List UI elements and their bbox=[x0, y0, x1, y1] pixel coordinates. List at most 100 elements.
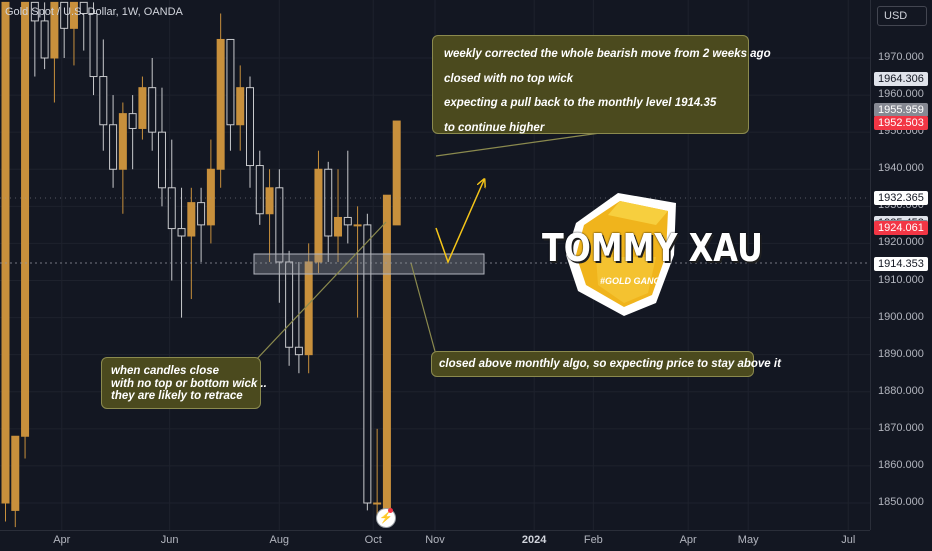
note-right-line: closed above monthly algo, so expecting … bbox=[439, 358, 781, 370]
candle[interactable] bbox=[373, 428, 382, 522]
monthly-level-zone[interactable] bbox=[253, 253, 485, 275]
candle[interactable] bbox=[382, 194, 391, 511]
candle[interactable] bbox=[236, 65, 245, 151]
logo-name: TOMMY XAU bbox=[542, 226, 763, 270]
candle-body bbox=[30, 1, 39, 22]
candle[interactable] bbox=[167, 139, 176, 281]
price-axis[interactable]: USD 1970.000 1960.000 1950.000 1940.000 1930… bbox=[870, 0, 932, 530]
time-tick-label: Jun bbox=[160, 534, 179, 546]
candle[interactable] bbox=[50, 1, 59, 103]
candle[interactable] bbox=[40, 2, 49, 70]
price-badge: 1914.353 bbox=[874, 257, 928, 272]
candle-body bbox=[216, 38, 225, 170]
price-tick-label: 1860.000 bbox=[878, 458, 924, 471]
candle[interactable] bbox=[1, 1, 10, 522]
price-tick-label: 1960.000 bbox=[878, 88, 924, 101]
candle[interactable] bbox=[216, 13, 225, 188]
candlestick-chart[interactable] bbox=[0, 0, 870, 530]
candle[interactable] bbox=[392, 120, 401, 226]
candle-body bbox=[334, 216, 343, 237]
candle[interactable] bbox=[324, 161, 333, 262]
price-badge: 1924.061 bbox=[874, 221, 928, 236]
candle[interactable] bbox=[265, 169, 274, 262]
note-right[interactable]: closed above monthly algo, so expecting … bbox=[431, 351, 781, 377]
candle[interactable] bbox=[109, 95, 118, 188]
lightning-icon[interactable]: ⚡ bbox=[376, 508, 396, 528]
candle-body bbox=[177, 228, 186, 237]
candle[interactable] bbox=[187, 187, 196, 300]
candle[interactable] bbox=[148, 58, 157, 151]
note-left[interactable]: when candles close with no top or bottom… bbox=[101, 357, 267, 409]
candle[interactable] bbox=[255, 150, 264, 225]
candle[interactable] bbox=[246, 76, 254, 188]
price-tick-label: 1900.000 bbox=[878, 310, 924, 323]
price-badge: 1952.503 bbox=[874, 115, 928, 130]
candle[interactable] bbox=[30, 1, 39, 77]
candle-body bbox=[294, 346, 303, 356]
time-tick-label: Feb bbox=[583, 534, 603, 546]
time-tick-label: May bbox=[737, 534, 759, 546]
candle[interactable] bbox=[89, 2, 98, 96]
candle[interactable] bbox=[138, 76, 147, 140]
candle[interactable] bbox=[11, 435, 20, 528]
candle-body bbox=[148, 87, 157, 133]
time-axis[interactable]: Apr Jun Aug Oct Nov 2024 Feb Apr May Jul bbox=[0, 530, 870, 551]
candles bbox=[1, 1, 401, 528]
price-badge: 1932.365 bbox=[874, 190, 928, 205]
price-tick-label: 1920.000 bbox=[878, 236, 924, 249]
candle[interactable] bbox=[197, 187, 206, 262]
candle-body bbox=[99, 76, 108, 126]
currency-selector[interactable]: USD bbox=[877, 6, 927, 26]
candle-body bbox=[226, 38, 235, 126]
price-badge: 1955.959 bbox=[874, 103, 928, 118]
candle[interactable] bbox=[79, 1, 88, 51]
candle[interactable] bbox=[69, 1, 78, 66]
note-left-line: with no top or bottom wick .. bbox=[111, 377, 267, 390]
price-tick-label: 1880.000 bbox=[878, 384, 924, 397]
candle-body bbox=[206, 168, 215, 226]
candle[interactable] bbox=[363, 213, 372, 511]
candle-body bbox=[60, 1, 69, 29]
candle[interactable] bbox=[60, 1, 69, 58]
candle[interactable] bbox=[118, 102, 127, 214]
candle[interactable] bbox=[128, 95, 137, 170]
candle[interactable] bbox=[226, 38, 235, 151]
candle[interactable] bbox=[353, 206, 362, 318]
candle-body bbox=[138, 87, 147, 129]
candle-body bbox=[11, 435, 20, 511]
projection-arrow[interactable] bbox=[435, 180, 484, 265]
candle-body bbox=[118, 113, 127, 170]
candle[interactable] bbox=[275, 169, 284, 303]
gold-bar-icon bbox=[566, 193, 676, 316]
candle-body bbox=[1, 1, 10, 504]
note-top[interactable]: weekly corrected the whole bearish move … bbox=[432, 35, 771, 134]
candle-body bbox=[246, 87, 254, 167]
candle[interactable] bbox=[314, 150, 323, 274]
candle[interactable] bbox=[334, 169, 343, 262]
time-tick-label: Jul bbox=[841, 534, 856, 546]
chart-area[interactable]: Gold Spot / U.S. Dollar, 1W, OANDA weekl… bbox=[0, 0, 870, 530]
candle-body bbox=[304, 261, 313, 356]
price-tick-label: 1890.000 bbox=[878, 347, 924, 360]
candle-body bbox=[275, 187, 284, 263]
candle[interactable] bbox=[157, 87, 166, 207]
candle[interactable] bbox=[99, 39, 108, 151]
candle[interactable] bbox=[285, 250, 294, 366]
candle-body bbox=[314, 168, 323, 263]
candle[interactable] bbox=[206, 139, 215, 244]
price-badge: 1964.306 bbox=[874, 72, 928, 87]
price-tick-label: 1850.000 bbox=[878, 496, 924, 508]
candle[interactable] bbox=[294, 261, 303, 374]
price-tick-label: 1970.000 bbox=[878, 51, 924, 63]
candle-body bbox=[50, 1, 59, 59]
candle[interactable] bbox=[177, 187, 186, 318]
notification-dot bbox=[388, 508, 393, 513]
candle[interactable] bbox=[21, 1, 30, 459]
candle[interactable] bbox=[343, 150, 352, 244]
drawings bbox=[0, 132, 870, 364]
connector-right-note bbox=[410, 262, 437, 356]
symbol-title[interactable]: Gold Spot / U.S. Dollar, 1W, OANDA bbox=[5, 6, 183, 18]
candle-body bbox=[265, 187, 274, 215]
note-top-line: to continue higher bbox=[444, 121, 545, 134]
candle-body bbox=[69, 1, 78, 29]
